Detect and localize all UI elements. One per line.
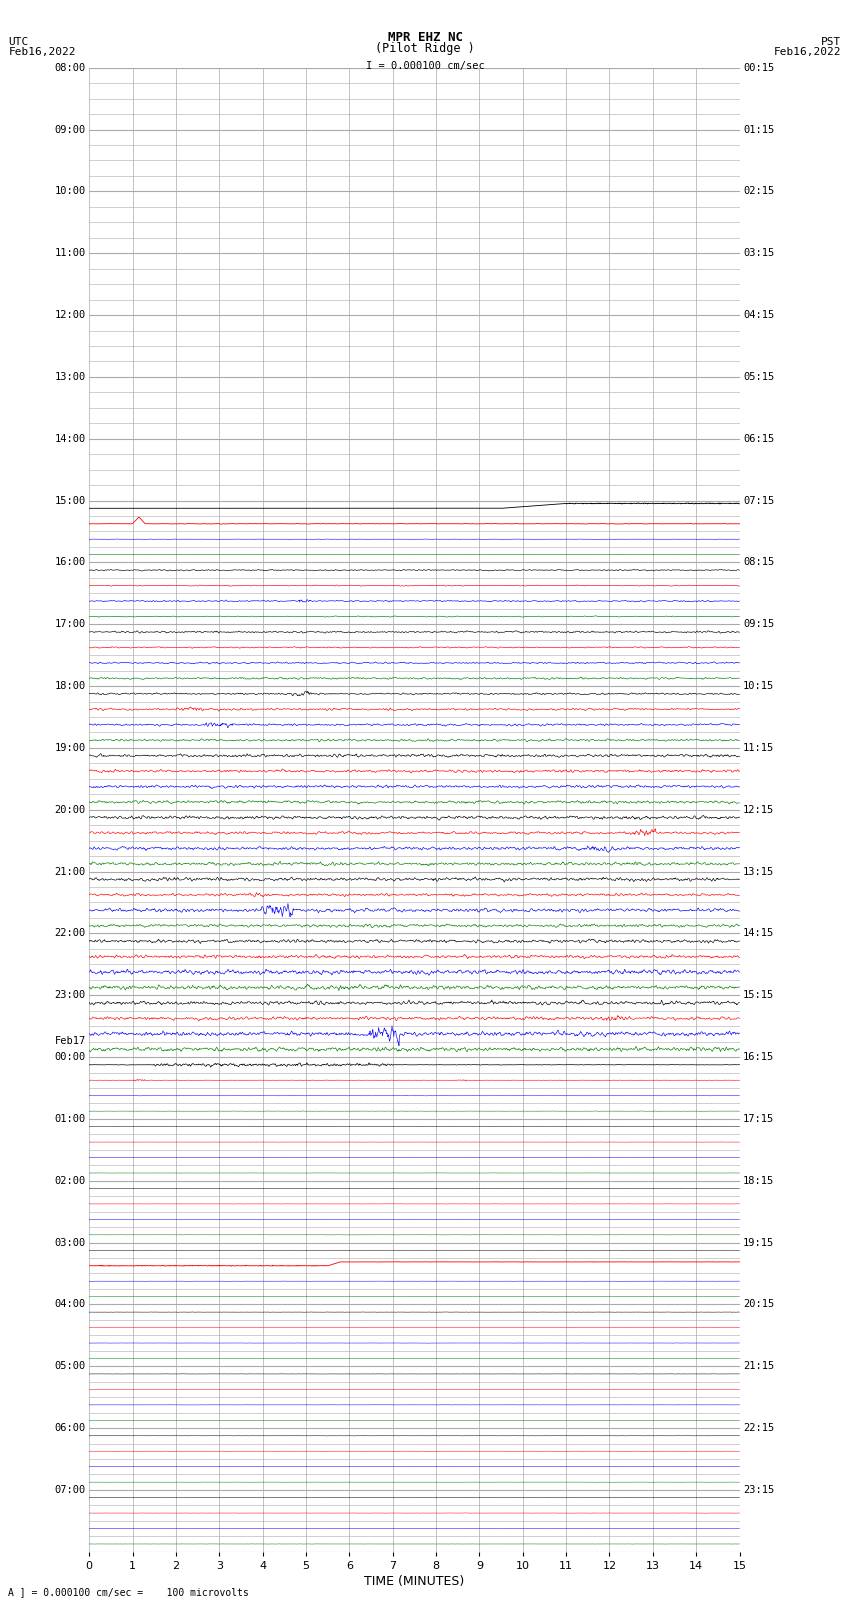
Text: A ] = 0.000100 cm/sec =    100 microvolts: A ] = 0.000100 cm/sec = 100 microvolts <box>8 1587 249 1597</box>
Text: 09:15: 09:15 <box>743 619 774 629</box>
Text: 11:00: 11:00 <box>54 248 86 258</box>
Text: 17:00: 17:00 <box>54 619 86 629</box>
Text: 09:00: 09:00 <box>54 124 86 134</box>
Text: 23:00: 23:00 <box>54 990 86 1000</box>
Text: 10:00: 10:00 <box>54 187 86 197</box>
Text: 17:15: 17:15 <box>743 1115 774 1124</box>
X-axis label: TIME (MINUTES): TIME (MINUTES) <box>365 1574 464 1587</box>
Text: 05:00: 05:00 <box>54 1361 86 1371</box>
Text: 13:00: 13:00 <box>54 373 86 382</box>
Text: 02:00: 02:00 <box>54 1176 86 1186</box>
Text: UTC: UTC <box>8 37 29 47</box>
Text: 08:15: 08:15 <box>743 558 774 568</box>
Text: 14:00: 14:00 <box>54 434 86 444</box>
Text: 07:15: 07:15 <box>743 495 774 505</box>
Text: 00:15: 00:15 <box>743 63 774 73</box>
Text: 20:15: 20:15 <box>743 1300 774 1310</box>
Text: 18:00: 18:00 <box>54 681 86 690</box>
Text: 03:00: 03:00 <box>54 1237 86 1247</box>
Text: 08:00: 08:00 <box>54 63 86 73</box>
Text: 10:15: 10:15 <box>743 681 774 690</box>
Text: 11:15: 11:15 <box>743 744 774 753</box>
Text: 04:15: 04:15 <box>743 310 774 319</box>
Text: 18:15: 18:15 <box>743 1176 774 1186</box>
Text: Feb16,2022: Feb16,2022 <box>774 47 842 56</box>
Text: 12:15: 12:15 <box>743 805 774 815</box>
Text: 16:15: 16:15 <box>743 1052 774 1061</box>
Text: 12:00: 12:00 <box>54 310 86 319</box>
Text: 01:00: 01:00 <box>54 1115 86 1124</box>
Text: 07:00: 07:00 <box>54 1486 86 1495</box>
Text: PST: PST <box>821 37 842 47</box>
Text: 13:15: 13:15 <box>743 866 774 876</box>
Text: I = 0.000100 cm/sec: I = 0.000100 cm/sec <box>366 61 484 71</box>
Text: 03:15: 03:15 <box>743 248 774 258</box>
Text: (Pilot Ridge ): (Pilot Ridge ) <box>375 42 475 55</box>
Text: 16:00: 16:00 <box>54 558 86 568</box>
Text: Feb17: Feb17 <box>54 1036 86 1045</box>
Text: 22:00: 22:00 <box>54 929 86 939</box>
Text: 15:15: 15:15 <box>743 990 774 1000</box>
Text: 20:00: 20:00 <box>54 805 86 815</box>
Text: 02:15: 02:15 <box>743 187 774 197</box>
Text: 06:15: 06:15 <box>743 434 774 444</box>
Text: Feb16,2022: Feb16,2022 <box>8 47 76 56</box>
Text: 14:15: 14:15 <box>743 929 774 939</box>
Text: 05:15: 05:15 <box>743 373 774 382</box>
Text: 19:00: 19:00 <box>54 744 86 753</box>
Text: 23:15: 23:15 <box>743 1486 774 1495</box>
Text: 21:00: 21:00 <box>54 866 86 876</box>
Text: 19:15: 19:15 <box>743 1237 774 1247</box>
Text: 22:15: 22:15 <box>743 1423 774 1432</box>
Text: MPR EHZ NC: MPR EHZ NC <box>388 31 462 44</box>
Text: 00:00: 00:00 <box>54 1052 86 1061</box>
Text: 01:15: 01:15 <box>743 124 774 134</box>
Text: 15:00: 15:00 <box>54 495 86 505</box>
Text: 06:00: 06:00 <box>54 1423 86 1432</box>
Text: 04:00: 04:00 <box>54 1300 86 1310</box>
Text: 21:15: 21:15 <box>743 1361 774 1371</box>
